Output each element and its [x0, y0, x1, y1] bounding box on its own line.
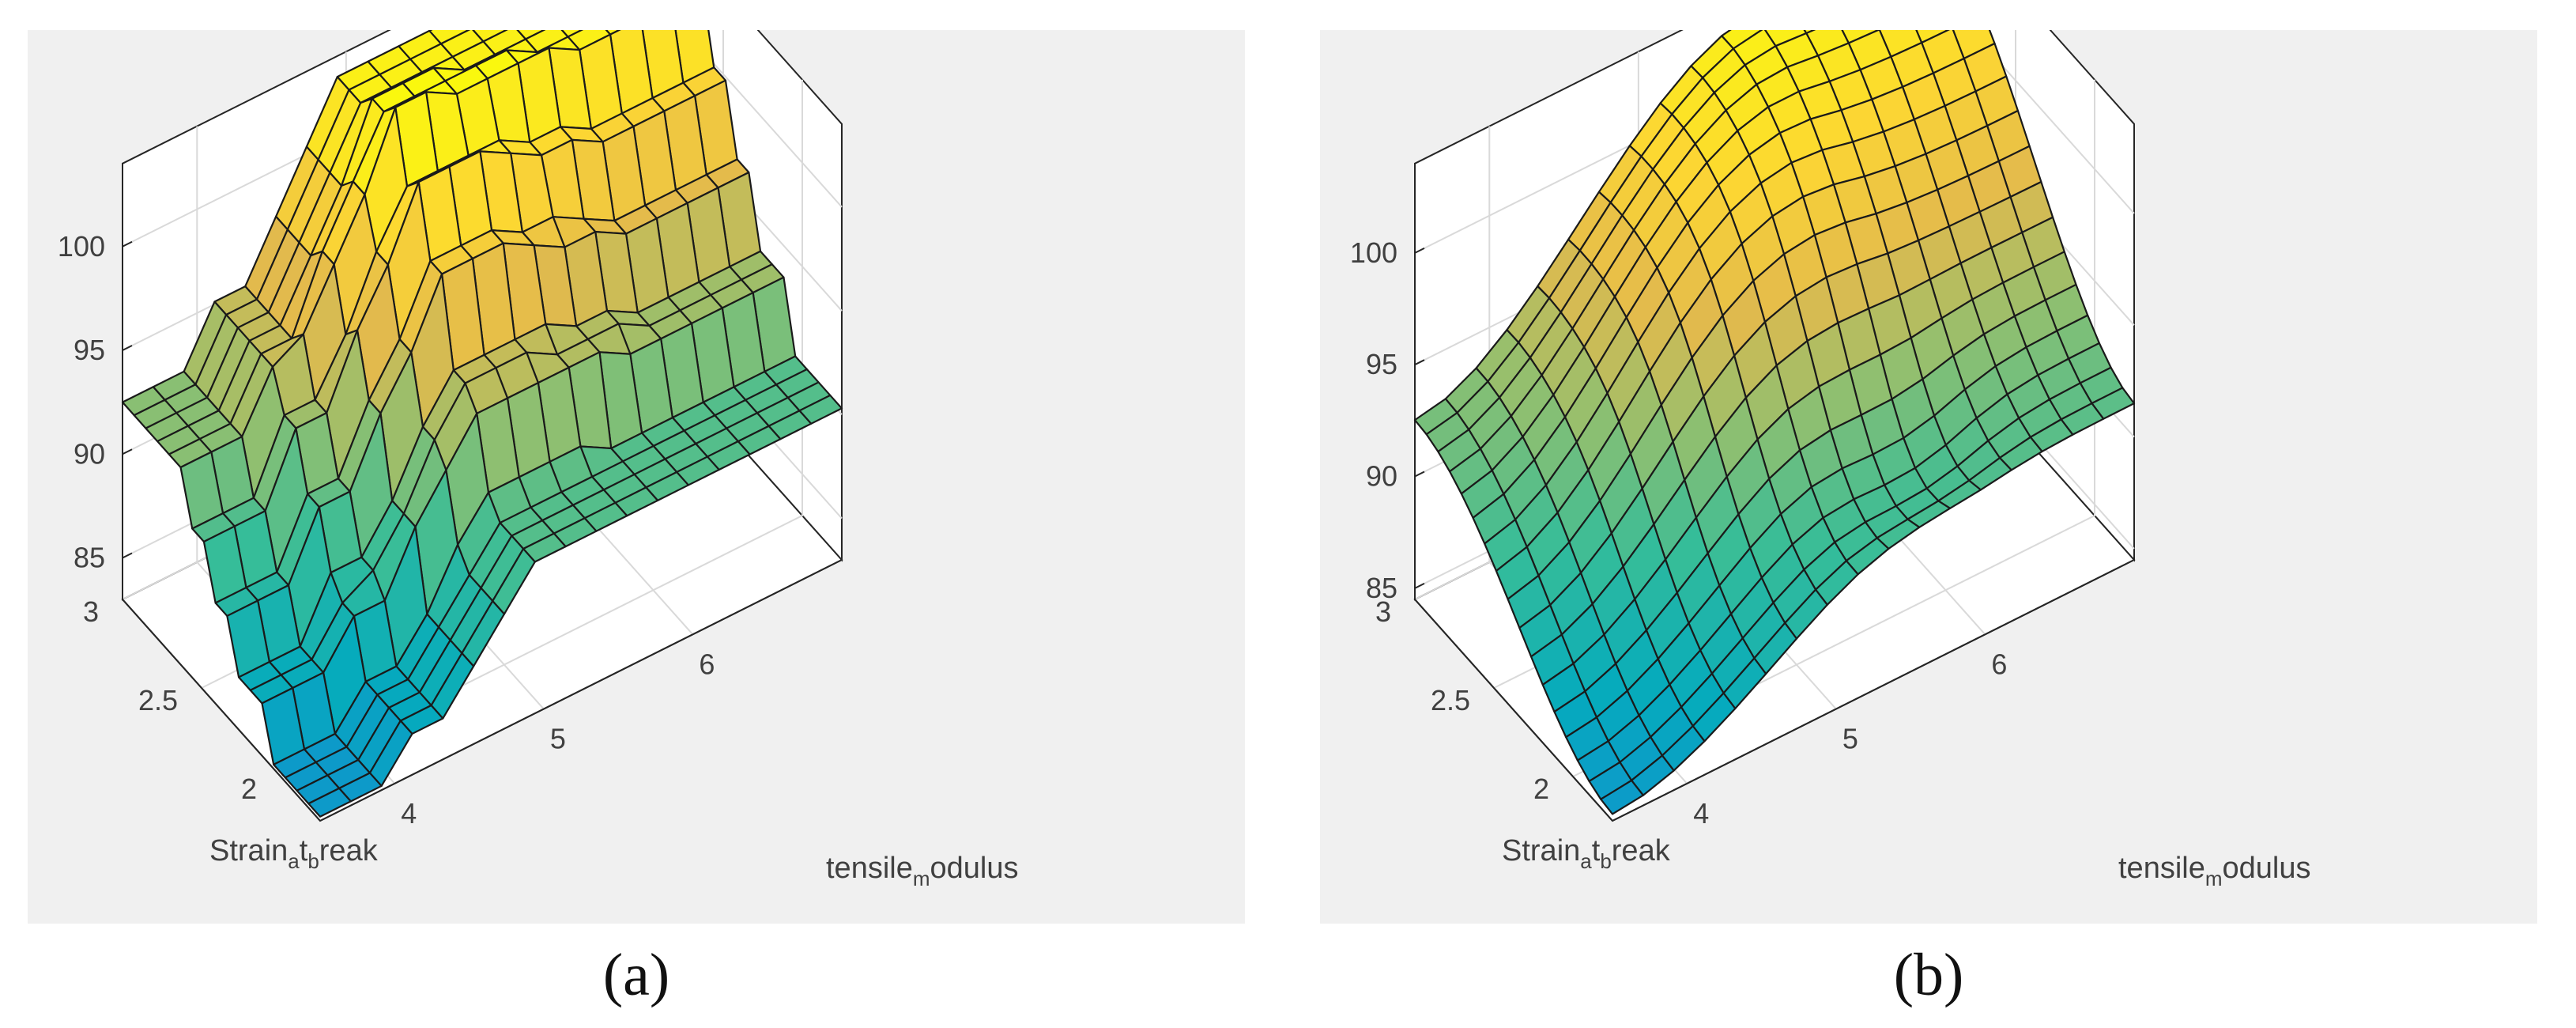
surface-b	[1413, 0, 2136, 815]
chart-panel-b: 85909510045622.53Q.RStrainatbreaktensile…	[1278, 0, 2537, 924]
y-axis-line	[1414, 599, 1613, 822]
y-tick-label: 2	[241, 773, 257, 805]
z-tick-label: 100	[1350, 236, 1397, 269]
y-tick-label: 2.5	[138, 684, 178, 716]
surface-chart-a: 85909510045622.53Q.RStrainatbreaktensile…	[0, 0, 1019, 890]
z-tick-label: 90	[1366, 460, 1397, 493]
z-tick-label: 90	[74, 437, 105, 470]
y-tick-label: 2	[1533, 773, 1549, 805]
y-tick-label: 2.5	[1431, 684, 1470, 716]
x-axis-label: tensilemodulus	[2118, 852, 2311, 890]
x-tick-label: 6	[1991, 648, 2007, 680]
x-tick-label: 6	[699, 648, 715, 680]
tick-labels-b: 85 90 95 100 4 5 6 2 2.5 3	[1350, 236, 2008, 830]
z-tick-label: 95	[1366, 348, 1397, 380]
z-tick-label: 95	[74, 334, 105, 366]
caption-b: (b)	[1893, 942, 1964, 1008]
tick-labels-a: 85 90 95 100 4 5 6 2 2.5 3	[58, 230, 715, 830]
caption-a: (a)	[602, 942, 670, 1008]
surface-patch	[307, 787, 352, 818]
grid-line-z	[1414, 0, 2135, 254]
y-axis-line	[122, 599, 321, 822]
z-tick-label: 85	[1366, 572, 1397, 604]
x-axis-line	[319, 559, 843, 822]
x-tick-label: 5	[550, 723, 566, 755]
x-axis-line	[1612, 559, 2135, 822]
grid-line-z	[122, 0, 843, 248]
y-tick-label: 3	[1375, 595, 1391, 628]
y-tick-label: 3	[83, 595, 99, 628]
axis-labels-a: Q.RStrainatbreaktensilemodulus	[0, 417, 1019, 890]
y-axis-label: Strainatbreak	[209, 834, 379, 873]
x-tick-label: 4	[401, 797, 417, 830]
surface-patch	[1600, 779, 1644, 815]
x-tick-label: 4	[1693, 797, 1709, 830]
x-tick-label: 5	[1842, 723, 1858, 755]
y-axis-label: Strainatbreak	[1502, 834, 1671, 873]
surface-chart-b: 85909510045622.53Q.RStrainatbreaktensile…	[1278, 0, 2311, 890]
z-tick-label: 85	[74, 542, 105, 574]
surface-a	[121, 0, 843, 818]
x-axis-label: tensilemodulus	[826, 852, 1019, 890]
z-tick-label: 100	[58, 230, 105, 263]
chart-panel-a: 85909510045622.53Q.RStrainatbreaktensile…	[0, 0, 1245, 924]
